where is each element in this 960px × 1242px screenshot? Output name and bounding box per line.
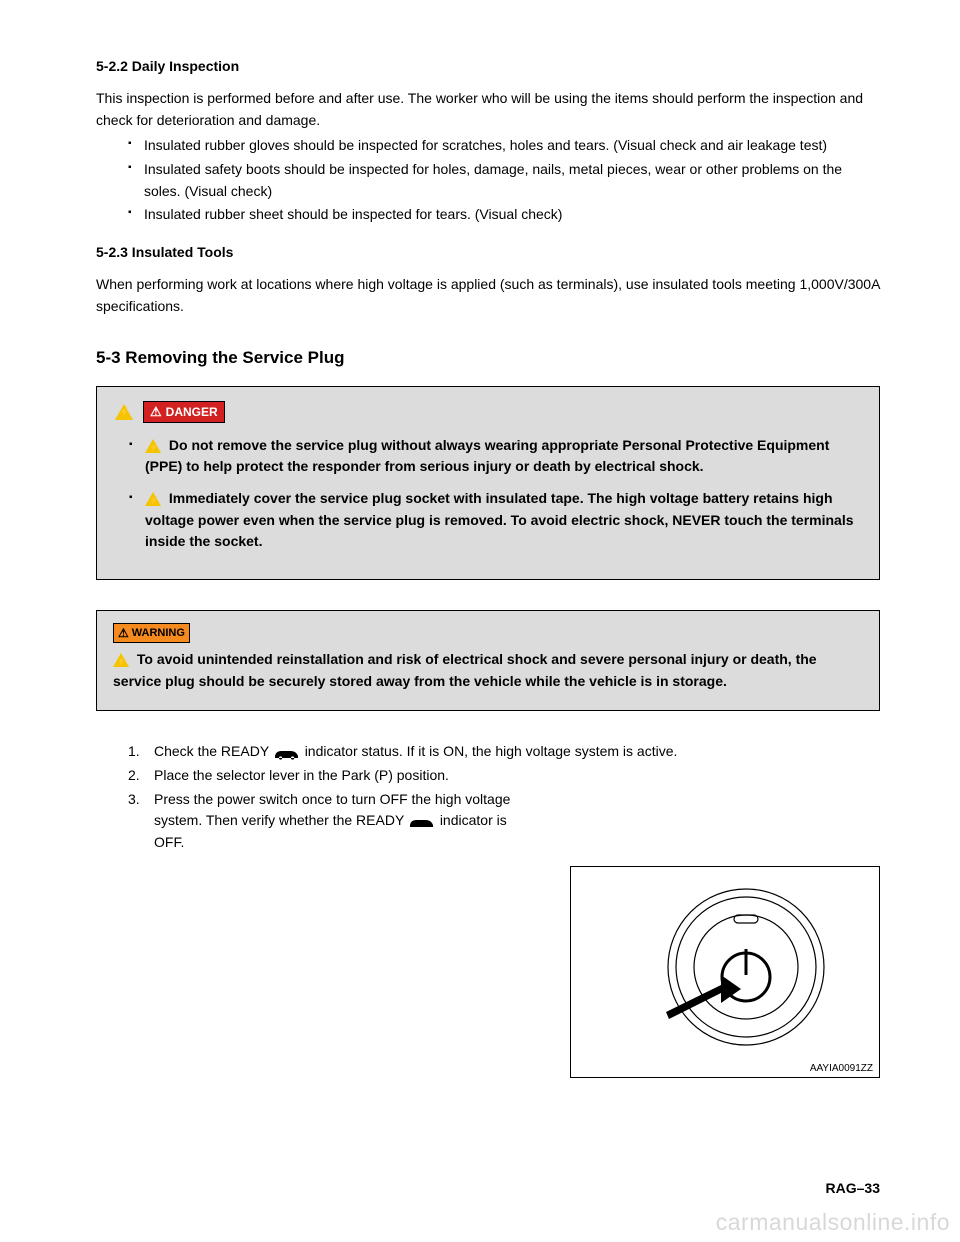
- bullet-item: Insulated rubber sheet should be inspect…: [128, 204, 880, 226]
- danger-bullet-text: Do not remove the service plug without a…: [145, 437, 829, 475]
- step-text-part: indicator status. If it is ON, the high …: [305, 743, 678, 759]
- step-1: Check the READY indicator status. If it …: [128, 741, 880, 763]
- danger-label-text: DANGER: [166, 405, 218, 419]
- danger-label: ⚠ DANGER: [143, 401, 225, 423]
- high-voltage-icon: [145, 439, 161, 453]
- bullet-item: Insulated rubber gloves should be inspec…: [128, 135, 880, 157]
- heading-5-3: 5-3 Removing the Service Plug: [96, 348, 880, 368]
- warning-label-text: WARNING: [132, 627, 185, 639]
- alert-icon: ⚠: [118, 626, 129, 640]
- warning-callout: ⚠WARNING To avoid unintended reinstallat…: [96, 610, 880, 711]
- warning-body-text: To avoid unintended reinstallation and r…: [113, 651, 817, 689]
- ready-indicator-icon: [408, 815, 436, 829]
- danger-callout: ⚠ DANGER Do not remove the service plug …: [96, 386, 880, 580]
- step-2: Place the selector lever in the Park (P)…: [128, 765, 880, 787]
- step-text-part: Check the READY: [154, 743, 269, 759]
- danger-bullet-text: Immediately cover the service plug socke…: [145, 490, 854, 549]
- bullet-list-5-2-2: Insulated rubber gloves should be inspec…: [96, 135, 880, 226]
- intro-5-2-2: This inspection is performed before and …: [96, 88, 880, 131]
- high-voltage-icon: [145, 492, 161, 506]
- danger-bullet: Immediately cover the service plug socke…: [129, 488, 861, 553]
- step-3: Press the power switch once to turn OFF …: [128, 789, 880, 854]
- power-switch-figure: AAYIA0091ZZ: [570, 866, 880, 1078]
- high-voltage-icon: [115, 404, 133, 420]
- alert-icon: ⚠: [150, 404, 162, 420]
- procedure-steps: Check the READY indicator status. If it …: [96, 741, 880, 853]
- danger-bullet: Do not remove the service plug without a…: [129, 435, 861, 478]
- page-number: RAG–33: [826, 1180, 880, 1196]
- watermark: carmanualsonline.info: [716, 1209, 950, 1236]
- ready-indicator-icon: [273, 746, 301, 760]
- warning-body: To avoid unintended reinstallation and r…: [113, 649, 863, 692]
- figure-caption: AAYIA0091ZZ: [810, 1063, 873, 1074]
- bullet-item: Insulated safety boots should be inspect…: [128, 159, 880, 202]
- body-5-2-3: When performing work at locations where …: [96, 274, 880, 317]
- high-voltage-icon: [113, 653, 129, 667]
- heading-5-2-3: 5-2.3 Insulated Tools: [96, 244, 880, 260]
- warning-label: ⚠WARNING: [113, 623, 190, 643]
- heading-5-2-2: 5-2.2 Daily Inspection: [96, 58, 880, 74]
